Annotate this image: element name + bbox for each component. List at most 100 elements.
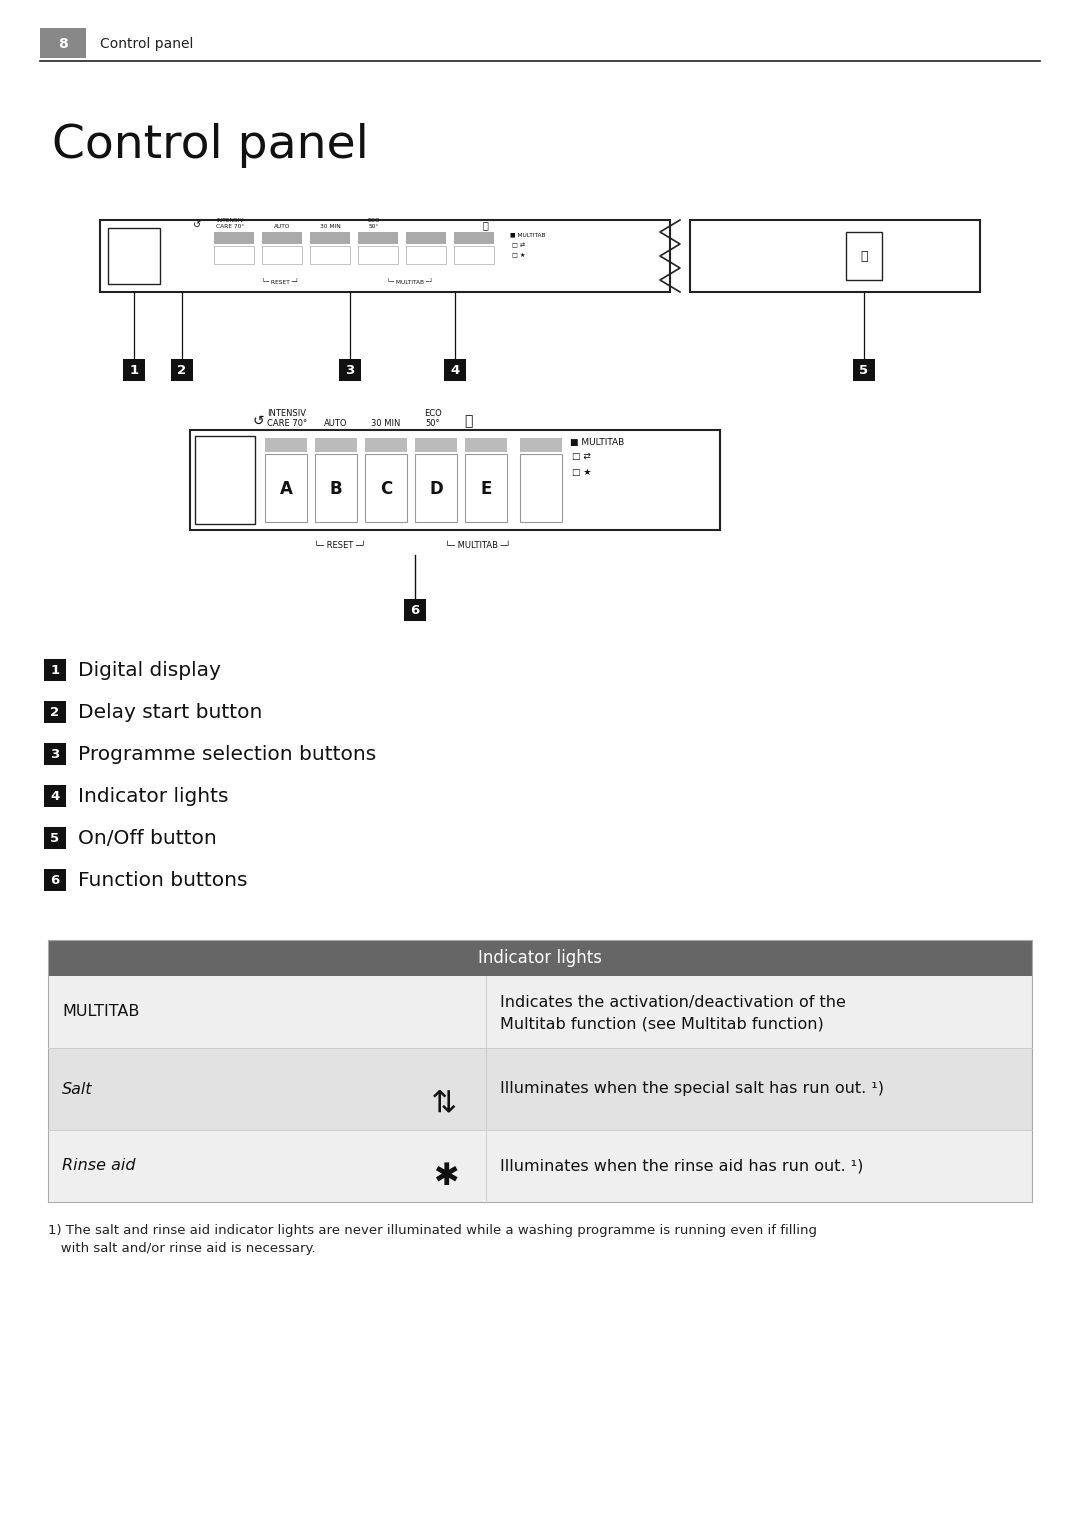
Text: INTENSIV
CARE 70°: INTENSIV CARE 70° (267, 408, 307, 428)
Bar (406, 232, 446, 245)
Text: Multitab function (see Multitab function): Multitab function (see Multitab function… (500, 1017, 824, 1032)
Text: 2: 2 (51, 706, 59, 719)
Text: Delay start button: Delay start button (78, 703, 262, 723)
Text: E: E (481, 480, 491, 498)
Text: AUTO: AUTO (274, 225, 291, 229)
Text: 2: 2 (177, 364, 187, 378)
Text: ECO
50°: ECO 50° (368, 219, 380, 229)
Bar (123, 359, 145, 381)
Bar (44, 784, 66, 807)
Bar (44, 868, 66, 891)
Bar (415, 437, 457, 453)
Bar (444, 359, 465, 381)
Bar (310, 232, 350, 245)
Text: Function buttons: Function buttons (78, 872, 247, 890)
Bar (486, 1130, 1032, 1202)
Bar (519, 437, 562, 453)
Bar (44, 700, 66, 723)
Bar (339, 359, 361, 381)
Text: Indicates the activation/deactivation of the: Indicates the activation/deactivation of… (500, 994, 846, 1009)
Bar (365, 437, 407, 453)
Bar (486, 1047, 1032, 1130)
Text: 4: 4 (450, 364, 460, 378)
Bar (262, 232, 302, 245)
Text: MULTITAB: MULTITAB (62, 1005, 139, 1020)
Bar (48, 940, 1032, 1202)
Bar (404, 599, 426, 621)
Text: □ ⇄: □ ⇄ (572, 453, 591, 462)
Text: On/Off button: On/Off button (78, 830, 217, 849)
Text: 3: 3 (51, 748, 59, 761)
Bar (108, 228, 160, 284)
Text: Control panel: Control panel (100, 37, 193, 50)
Text: □ ★: □ ★ (512, 254, 526, 258)
Text: 1: 1 (51, 664, 59, 677)
Bar (454, 246, 494, 265)
Text: Indicator lights: Indicator lights (78, 787, 229, 806)
Text: ⇄: ⇄ (431, 1086, 460, 1112)
Text: D: D (429, 480, 443, 498)
Bar (40, 28, 86, 58)
Text: B: B (329, 480, 342, 498)
Text: └─ MULTITAB ─┘: └─ MULTITAB ─┘ (387, 278, 433, 284)
Bar (100, 220, 670, 292)
Text: └─ RESET ─┘: └─ RESET ─┘ (261, 278, 298, 284)
Text: Control panel: Control panel (52, 122, 368, 168)
Text: 6: 6 (410, 604, 420, 618)
Text: └─ MULTITAB ─┘: └─ MULTITAB ─┘ (445, 540, 511, 549)
Bar (415, 454, 457, 521)
Bar (171, 359, 193, 381)
Text: ⛆: ⛆ (463, 414, 472, 428)
Bar (195, 436, 255, 524)
Bar (853, 359, 875, 381)
Text: ECO
50°: ECO 50° (424, 408, 442, 428)
Text: C: C (380, 480, 392, 498)
Text: A: A (280, 480, 293, 498)
Text: 5: 5 (860, 364, 868, 378)
Bar (315, 437, 357, 453)
Bar (406, 246, 446, 265)
Bar (48, 976, 486, 1047)
Text: 1) The salt and rinse aid indicator lights are never illuminated while a washing: 1) The salt and rinse aid indicator ligh… (48, 1225, 816, 1237)
Text: Rinse aid: Rinse aid (62, 1159, 135, 1173)
Bar (214, 246, 254, 265)
Bar (44, 743, 66, 764)
Text: 1: 1 (130, 364, 138, 378)
Text: 30 MIN: 30 MIN (372, 419, 401, 428)
Bar (465, 437, 507, 453)
Text: ■ MULTITAB: ■ MULTITAB (570, 437, 624, 446)
Bar (48, 1130, 486, 1202)
Bar (690, 220, 980, 292)
Text: 4: 4 (51, 790, 59, 803)
Text: Digital display: Digital display (78, 662, 221, 680)
Text: Programme selection buttons: Programme selection buttons (78, 746, 376, 764)
Bar (846, 232, 882, 280)
Text: 5: 5 (51, 832, 59, 846)
Text: ✱: ✱ (433, 1162, 459, 1191)
Bar (48, 940, 1032, 976)
Bar (357, 246, 399, 265)
Bar (48, 1047, 486, 1130)
Text: ⛆: ⛆ (482, 220, 488, 229)
Bar (214, 232, 254, 245)
Text: AUTO: AUTO (324, 419, 348, 428)
Bar (310, 246, 350, 265)
Bar (357, 232, 399, 245)
Bar (465, 454, 507, 521)
Bar (265, 437, 307, 453)
Bar (190, 430, 720, 531)
Bar (315, 454, 357, 521)
Text: └─ RESET ─┘: └─ RESET ─┘ (314, 540, 366, 549)
Text: 6: 6 (51, 875, 59, 887)
Bar (44, 659, 66, 680)
Text: □ ⇄: □ ⇄ (512, 243, 525, 249)
Text: □ ★: □ ★ (572, 468, 592, 477)
Text: Illuminates when the special salt has run out. ¹): Illuminates when the special salt has ru… (500, 1081, 883, 1096)
Bar (486, 976, 1032, 1047)
Text: ■ MULTITAB: ■ MULTITAB (510, 232, 545, 237)
Bar (44, 827, 66, 849)
Bar (265, 454, 307, 521)
Bar (454, 232, 494, 245)
Text: 8: 8 (58, 37, 68, 50)
Text: with salt and/or rinse aid is necessary.: with salt and/or rinse aid is necessary. (48, 1242, 315, 1255)
